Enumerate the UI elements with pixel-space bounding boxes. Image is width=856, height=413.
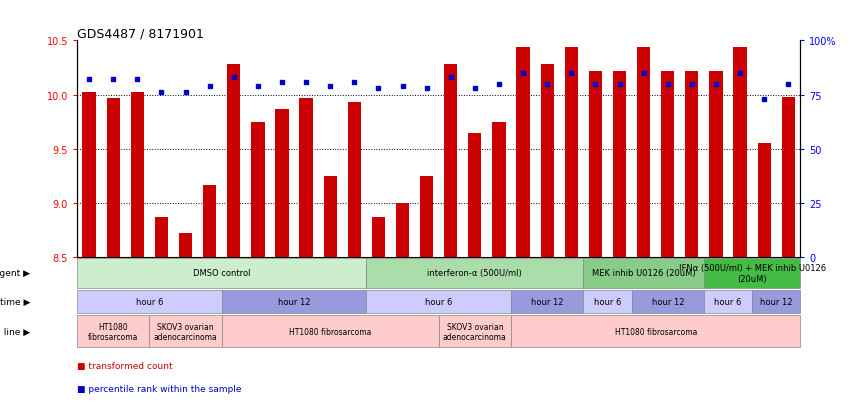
Text: hour 12: hour 12 bbox=[651, 297, 684, 306]
FancyBboxPatch shape bbox=[704, 290, 752, 313]
Bar bbox=[686, 71, 698, 258]
Bar bbox=[179, 234, 192, 258]
FancyBboxPatch shape bbox=[222, 290, 366, 313]
Text: DMSO control: DMSO control bbox=[193, 269, 251, 278]
Bar bbox=[396, 204, 409, 258]
Text: hour 6: hour 6 bbox=[425, 297, 452, 306]
Bar bbox=[276, 109, 288, 258]
Bar bbox=[324, 176, 336, 258]
Bar bbox=[420, 176, 433, 258]
FancyBboxPatch shape bbox=[632, 290, 704, 313]
Bar bbox=[758, 144, 770, 258]
Text: GDS4487 / 8171901: GDS4487 / 8171901 bbox=[77, 27, 204, 40]
FancyBboxPatch shape bbox=[222, 316, 438, 348]
Text: interferon-α (500U/ml): interferon-α (500U/ml) bbox=[427, 269, 522, 278]
Bar bbox=[107, 99, 120, 258]
FancyBboxPatch shape bbox=[511, 316, 800, 348]
Text: hour 12: hour 12 bbox=[531, 297, 563, 306]
Text: time ▶: time ▶ bbox=[0, 297, 30, 306]
Text: IFNα (500U/ml) + MEK inhib U0126
(20uM): IFNα (500U/ml) + MEK inhib U0126 (20uM) bbox=[679, 263, 826, 283]
Text: SKOV3 ovarian
adenocarcinoma: SKOV3 ovarian adenocarcinoma bbox=[154, 322, 217, 341]
FancyBboxPatch shape bbox=[150, 316, 222, 348]
Bar bbox=[203, 185, 217, 258]
FancyBboxPatch shape bbox=[584, 290, 632, 313]
Bar bbox=[300, 99, 312, 258]
Bar bbox=[372, 218, 385, 258]
Bar bbox=[589, 71, 602, 258]
Bar bbox=[82, 93, 96, 258]
Bar bbox=[252, 122, 265, 258]
Bar bbox=[131, 93, 144, 258]
Bar bbox=[468, 133, 481, 258]
FancyBboxPatch shape bbox=[704, 259, 800, 288]
Bar bbox=[637, 48, 651, 258]
FancyBboxPatch shape bbox=[77, 290, 222, 313]
Text: hour 6: hour 6 bbox=[715, 297, 741, 306]
Text: MEK inhib U0126 (20uM): MEK inhib U0126 (20uM) bbox=[591, 269, 695, 278]
Bar bbox=[710, 71, 722, 258]
FancyBboxPatch shape bbox=[438, 316, 511, 348]
Bar bbox=[348, 103, 361, 258]
Text: hour 12: hour 12 bbox=[278, 297, 310, 306]
Bar bbox=[155, 218, 168, 258]
Text: hour 6: hour 6 bbox=[594, 297, 621, 306]
Text: cell line ▶: cell line ▶ bbox=[0, 327, 30, 336]
FancyBboxPatch shape bbox=[584, 259, 704, 288]
Bar bbox=[227, 65, 241, 258]
Text: hour 12: hour 12 bbox=[760, 297, 793, 306]
Text: agent ▶: agent ▶ bbox=[0, 269, 30, 278]
Bar bbox=[444, 65, 457, 258]
Text: ■ transformed count: ■ transformed count bbox=[77, 361, 173, 370]
Bar bbox=[541, 65, 554, 258]
Text: ■ percentile rank within the sample: ■ percentile rank within the sample bbox=[77, 384, 241, 393]
Text: HT1080
fibrosarcoma: HT1080 fibrosarcoma bbox=[88, 322, 139, 341]
Bar bbox=[661, 71, 675, 258]
Text: hour 6: hour 6 bbox=[136, 297, 163, 306]
Text: HT1080 fibrosarcoma: HT1080 fibrosarcoma bbox=[615, 327, 697, 336]
Bar bbox=[734, 48, 746, 258]
Bar bbox=[565, 48, 578, 258]
Bar bbox=[782, 97, 795, 258]
Bar bbox=[492, 122, 506, 258]
Bar bbox=[613, 71, 626, 258]
Bar bbox=[516, 48, 530, 258]
FancyBboxPatch shape bbox=[366, 259, 584, 288]
FancyBboxPatch shape bbox=[752, 290, 800, 313]
FancyBboxPatch shape bbox=[77, 316, 150, 348]
FancyBboxPatch shape bbox=[366, 290, 511, 313]
Text: HT1080 fibrosarcoma: HT1080 fibrosarcoma bbox=[289, 327, 372, 336]
Text: SKOV3 ovarian
adenocarcinoma: SKOV3 ovarian adenocarcinoma bbox=[443, 322, 507, 341]
FancyBboxPatch shape bbox=[77, 259, 366, 288]
FancyBboxPatch shape bbox=[511, 290, 584, 313]
